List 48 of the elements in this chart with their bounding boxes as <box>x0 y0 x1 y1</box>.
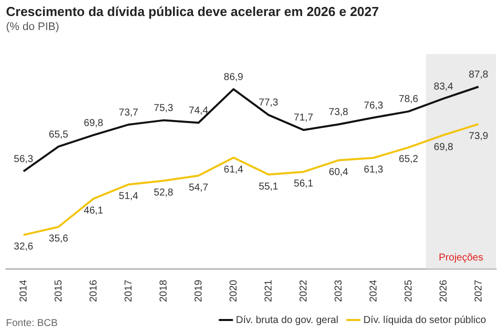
data-label: 60,4 <box>328 167 349 178</box>
data-label: 75,3 <box>154 103 174 114</box>
data-label: 78,6 <box>398 94 419 106</box>
data-label: 69,8 <box>84 118 104 129</box>
x-tick-label: 2022 <box>298 279 310 302</box>
x-tick-label: 2019 <box>193 279 204 302</box>
data-label: 35,6 <box>48 234 69 245</box>
x-tick-label: 2020 <box>228 279 240 302</box>
data-label: 32,6 <box>14 242 34 253</box>
data-label: 73,9 <box>468 130 489 142</box>
source-note: Fonte: BCB <box>6 318 58 329</box>
x-tick-label: 2027 <box>473 279 484 302</box>
legend-label: Dív. bruta do gov. geral <box>236 314 338 326</box>
x-tick-label: 2017 <box>123 279 134 302</box>
data-label: 69,8 <box>434 142 454 153</box>
data-label: 87,8 <box>468 70 489 80</box>
data-label: 51,4 <box>118 191 139 202</box>
chart-title: Crescimento da dívida pública deve acelerar em 2026 e 2027 <box>6 4 379 19</box>
x-tick-label: 2018 <box>158 279 170 302</box>
x-tick-label: 2014 <box>18 279 30 302</box>
x-tick-label: 2024 <box>368 279 380 302</box>
data-label: 86,9 <box>224 72 244 83</box>
data-label: 74,4 <box>188 105 209 116</box>
data-label: 83,4 <box>434 81 454 92</box>
data-label: 54,7 <box>188 182 209 194</box>
x-tick-label: 2025 <box>403 279 414 302</box>
chart-subtitle: (% do PIB) <box>6 21 60 33</box>
band-label: Projeções <box>438 252 484 264</box>
data-label: 61,3 <box>364 164 384 176</box>
x-tick-label: 2016 <box>88 279 100 302</box>
legend-label: Dív. líquida do setor público <box>363 314 486 326</box>
x-tick-label: 2026 <box>438 279 450 302</box>
data-label: 65,5 <box>48 129 69 140</box>
data-label: 73,8 <box>328 107 349 118</box>
x-tick-label: 2023 <box>333 279 344 302</box>
data-label: 77,3 <box>258 98 279 109</box>
data-label: 76,3 <box>364 100 384 112</box>
data-label: 61,4 <box>224 164 244 176</box>
data-label: 71,7 <box>294 112 314 124</box>
data-label: 65,2 <box>398 154 419 166</box>
data-label: 46,1 <box>84 205 104 216</box>
data-label: 56,3 <box>14 154 34 166</box>
data-label: 55,1 <box>258 181 279 192</box>
data-label: 73,7 <box>118 107 139 118</box>
x-tick-label: 2021 <box>263 279 274 302</box>
data-label: 56,1 <box>294 178 314 190</box>
x-tick-label: 2015 <box>53 279 64 302</box>
data-label: 52,8 <box>154 187 174 198</box>
